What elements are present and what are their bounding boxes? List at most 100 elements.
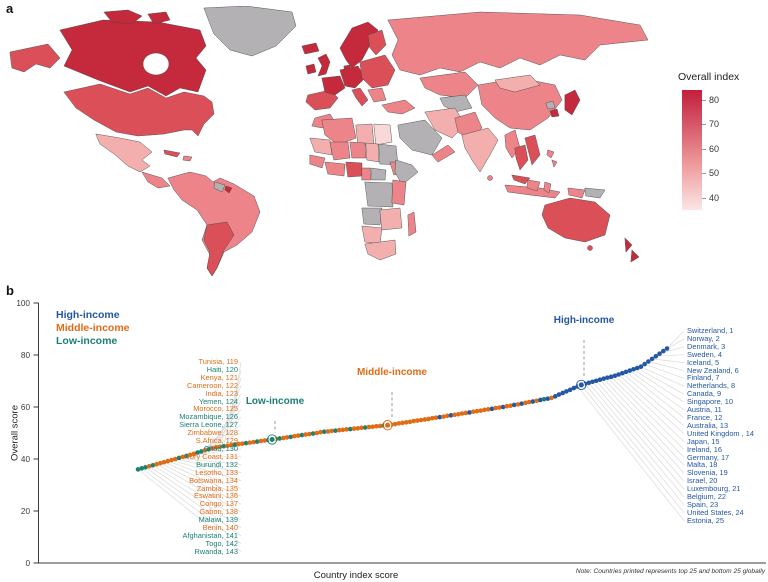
- country-dot: [299, 432, 305, 438]
- country-canada-arctic1: [103, 9, 143, 25]
- country-dot: [206, 447, 212, 452]
- country-russia: [387, 11, 649, 76]
- region-balkans: [367, 87, 387, 103]
- south-america: [167, 171, 261, 277]
- country-dot: [336, 427, 342, 433]
- country-dot: [504, 403, 510, 409]
- country-dot: [612, 373, 618, 379]
- country-dot: [608, 374, 614, 380]
- country-dot: [560, 390, 565, 396]
- country-dot: [195, 450, 200, 455]
- panel-a-label: a: [6, 1, 14, 16]
- fan-line-left: [163, 461, 242, 497]
- country-rank-item: Kenya, 121: [200, 372, 238, 382]
- country-dot: [340, 427, 346, 433]
- country-dot: [321, 429, 327, 434]
- country-zambia-zimbabwe: [379, 207, 403, 231]
- country-rank-item: Rwanda, 143: [194, 546, 238, 556]
- country-rank-item: Yemen, 124: [198, 396, 238, 406]
- highlight-ring: [382, 420, 393, 431]
- colorbar-tick-mark: [702, 124, 706, 126]
- fan-line-right: [588, 382, 685, 498]
- colorbar-title: Overall index: [678, 71, 740, 83]
- country-rank-item: Malawi, 139: [198, 515, 238, 525]
- country-dot: [199, 449, 204, 454]
- country-dot: [333, 428, 338, 433]
- country-tasmania: [587, 245, 593, 251]
- fan-line-right: [577, 386, 685, 521]
- country-italy: [351, 87, 369, 107]
- country-rank-item: Ivory Coast, 131: [184, 451, 238, 461]
- country-dot: [657, 351, 662, 356]
- europe: [305, 21, 396, 111]
- country-rank-item: Malta, 18: [687, 460, 718, 470]
- country-dot: [441, 414, 446, 419]
- country-new-zealand-north: [624, 237, 633, 253]
- colorbar-tick-label: 40: [709, 192, 720, 203]
- country-dot: [470, 409, 476, 414]
- country-mali: [329, 141, 351, 161]
- country-dot: [511, 402, 517, 408]
- fan-line-right: [599, 379, 685, 474]
- country-rank-item: S.Africa, 129: [195, 436, 238, 446]
- country-dot: [236, 441, 241, 447]
- country-dot: [586, 380, 592, 386]
- country-dot: [202, 448, 208, 453]
- fan-line-left: [152, 464, 242, 521]
- country-mexico: [95, 133, 153, 173]
- country-rank-item: United States, 24: [687, 507, 744, 517]
- country-sulawesi: [543, 181, 552, 194]
- country-north-korea: [545, 100, 556, 110]
- country-rank-item: Mozambique, 126: [179, 412, 238, 422]
- country-china: [477, 77, 563, 131]
- fan-line-right: [584, 383, 685, 506]
- highlighted-dot: [268, 435, 276, 444]
- country-dot: [254, 439, 260, 444]
- legend-low-income: Low-income: [56, 335, 118, 347]
- country-japan: [564, 89, 581, 116]
- country-rank-item: Congo, 137: [199, 499, 238, 509]
- fan-line-right: [607, 377, 685, 458]
- fan-line-right: [644, 363, 685, 379]
- country-dot: [258, 438, 264, 444]
- fan-line-right: [603, 378, 685, 466]
- country-dot: [210, 446, 215, 451]
- country-dot: [430, 415, 435, 421]
- country-drc: [364, 181, 394, 208]
- country-dot: [433, 415, 439, 420]
- country-indonesia: [504, 184, 561, 199]
- country-rank-item: Chad, 130: [203, 443, 238, 453]
- country-dot: [184, 453, 189, 459]
- country-dot: [519, 401, 525, 406]
- country-dot: [437, 414, 443, 420]
- country-senegal-guinea: [309, 154, 326, 169]
- country-rank-item: Cameroon, 122: [187, 380, 238, 390]
- country-dot: [139, 466, 145, 471]
- country-rank-item: Botswana, 134: [189, 475, 238, 485]
- country-rank-item: Ireland, 16: [687, 444, 722, 454]
- country-cuba: [163, 149, 181, 158]
- annotation-middle-income: Middle-income: [356, 367, 428, 378]
- colorbar-tick-mark: [702, 99, 706, 101]
- country-dot: [329, 428, 335, 434]
- country-dot: [351, 426, 357, 431]
- highlight-ring: [266, 434, 278, 445]
- bottom-25-country-list: Tunisia, 119 Haiti, 120 Kenya, 121 Cameroon…: [40, 358, 238, 556]
- y-tick-label: 80: [21, 351, 31, 360]
- fan-line-left: [148, 465, 242, 529]
- country-dot: [225, 443, 230, 449]
- country-dot: [638, 364, 644, 369]
- country-dot: [590, 379, 595, 385]
- scatter-plot: 0 20 40 60 80 100: [16, 299, 766, 568]
- region-east-africa: [391, 179, 407, 206]
- fan-line-right: [633, 369, 685, 403]
- fan-line-left: [167, 460, 242, 489]
- country-dot: [593, 378, 599, 384]
- country-dot: [262, 438, 267, 443]
- legend-high-income: High-income: [56, 309, 120, 321]
- fan-line-left: [156, 463, 242, 513]
- north-america: [9, 6, 320, 189]
- country-rank-item: Zimbabwe, 128: [187, 428, 238, 438]
- country-dot: [493, 405, 498, 411]
